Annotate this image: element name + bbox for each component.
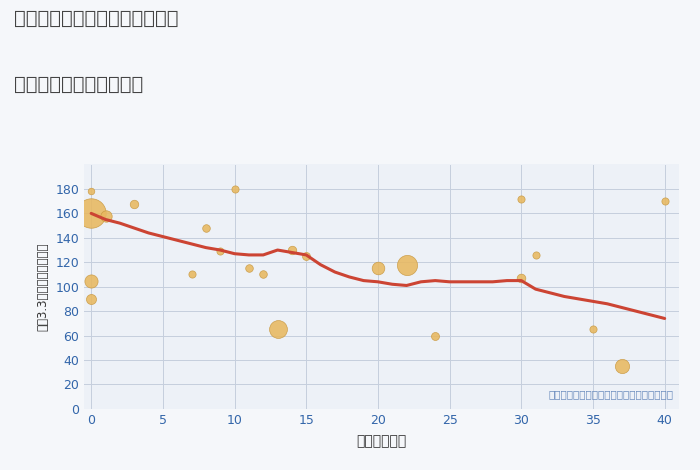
Text: 愛知県名古屋市千種区本山町の: 愛知県名古屋市千種区本山町の bbox=[14, 9, 178, 28]
Point bbox=[372, 265, 384, 272]
Point bbox=[286, 246, 297, 254]
Point bbox=[85, 188, 97, 195]
Text: 築年数別中古戸建て価格: 築年数別中古戸建て価格 bbox=[14, 75, 144, 94]
Point bbox=[659, 197, 671, 205]
Point bbox=[244, 265, 255, 272]
X-axis label: 築年数（年）: 築年数（年） bbox=[356, 434, 407, 448]
Point bbox=[430, 332, 441, 339]
Point bbox=[258, 271, 269, 278]
Point bbox=[587, 326, 598, 333]
Point bbox=[186, 271, 197, 278]
Point bbox=[85, 277, 97, 284]
Point bbox=[229, 185, 240, 193]
Point bbox=[85, 295, 97, 303]
Point bbox=[85, 210, 97, 217]
Point bbox=[100, 212, 111, 219]
Y-axis label: 坪（3.3㎡）単価（万円）: 坪（3.3㎡）単価（万円） bbox=[36, 243, 50, 331]
Point bbox=[272, 326, 284, 333]
Point bbox=[200, 224, 211, 232]
Point bbox=[516, 274, 527, 282]
Point bbox=[530, 251, 541, 258]
Point bbox=[215, 248, 226, 255]
Point bbox=[300, 252, 312, 260]
Text: 円の大きさは、取引のあった物件面積を示す: 円の大きさは、取引のあった物件面積を示す bbox=[548, 389, 673, 399]
Point bbox=[516, 195, 527, 203]
Point bbox=[129, 200, 140, 207]
Point bbox=[401, 261, 412, 268]
Point bbox=[616, 362, 627, 370]
